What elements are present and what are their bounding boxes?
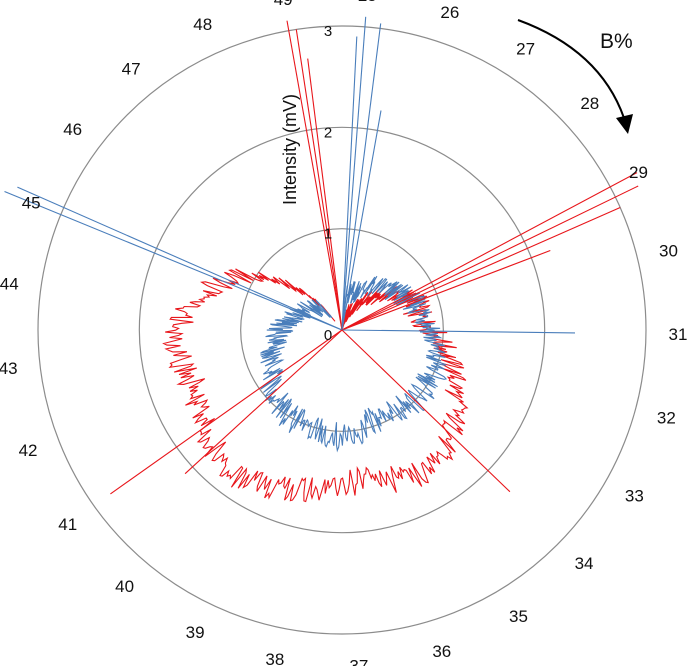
spike-line	[341, 110, 382, 331]
spike-line	[341, 16, 367, 331]
angular-tick-label: 49	[274, 0, 293, 9]
angular-tick-label: 40	[115, 577, 134, 596]
radial-tick-labels: 0 1 2 3	[324, 23, 332, 344]
angular-tick-label: 37	[349, 657, 368, 666]
spike-line	[341, 185, 639, 331]
spike-line	[110, 329, 343, 495]
angular-tick-label: 36	[432, 642, 451, 661]
angular-tick-label: 48	[193, 15, 212, 34]
angular-tick-label: 29	[629, 163, 648, 182]
angular-tick-label: 25	[358, 0, 377, 5]
spike-line	[341, 36, 358, 331]
spike-line	[341, 172, 638, 331]
spike-line	[286, 20, 343, 331]
spike-line	[17, 186, 343, 331]
spike-line	[4, 190, 343, 331]
angular-axis-title: B%	[600, 30, 633, 53]
angular-tick-label: 30	[659, 242, 678, 261]
series-line-blue	[260, 275, 448, 453]
spike-line	[341, 249, 551, 331]
angular-tick-label: 41	[58, 515, 77, 534]
angular-tick-label: 45	[22, 193, 41, 212]
angular-tick-label: 34	[575, 554, 594, 573]
grid-circle-3	[37, 25, 647, 635]
direction-arrowhead	[616, 114, 633, 134]
radial-grid	[37, 25, 647, 635]
angular-tick-label: 46	[63, 120, 82, 139]
grid-circle-1	[240, 228, 444, 432]
spike-line	[307, 58, 343, 331]
angular-tick-label: 27	[516, 40, 535, 59]
angular-tick-label: 39	[186, 623, 205, 642]
angular-tick-label: 43	[0, 359, 18, 378]
angular-tick-label: 28	[580, 94, 599, 113]
grid-circle-2	[138, 126, 546, 534]
radial-tick-label: 3	[324, 23, 332, 40]
spike-line	[341, 329, 511, 493]
spike-line	[295, 29, 343, 331]
angular-tick-label: 42	[19, 441, 38, 460]
angular-tick-label: 44	[0, 275, 19, 294]
angular-tick-label: 47	[122, 59, 141, 78]
series-layer	[4, 16, 639, 503]
spike-line	[341, 329, 576, 334]
spike-line	[184, 329, 343, 475]
spike-line	[341, 23, 382, 331]
angular-tick-label: 26	[440, 3, 459, 22]
angular-tick-label: 35	[509, 607, 528, 626]
radial-tick-label: 0	[324, 327, 332, 344]
angular-tick-label: 31	[669, 325, 688, 344]
spike-line	[341, 206, 621, 331]
angular-tick-label: 33	[625, 487, 644, 506]
angular-tick-label: 32	[657, 409, 676, 428]
angular-tick-label: 38	[265, 650, 284, 666]
direction-arrow	[517, 19, 625, 119]
radial-tick-label: 1	[324, 226, 332, 243]
radial-axis-title: Intensity (mV)	[280, 94, 300, 205]
radial-tick-label: 2	[324, 124, 332, 141]
series-line-red	[162, 268, 469, 503]
